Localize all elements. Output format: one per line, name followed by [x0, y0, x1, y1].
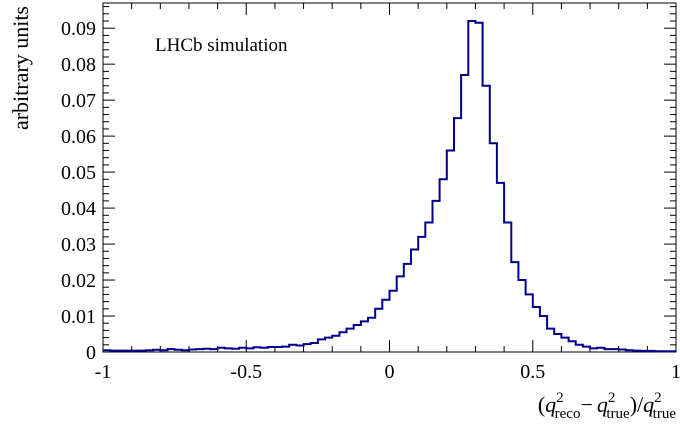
y-axis-title: arbitrary units — [8, 6, 33, 130]
x-tick-label: -0.5 — [230, 361, 262, 383]
x-tick-label: 1 — [671, 361, 680, 383]
y-tick-label: 0.06 — [61, 126, 96, 148]
x-tick-label: 0 — [385, 361, 395, 383]
axis-ticks: -1 -0.5 0 0.5 1 0 0.01 0.02 0.03 0.04 0.05 0.06 0.07… — [61, 3, 680, 383]
y-tick-label: 0.07 — [61, 90, 96, 112]
y-tick-label: 0.02 — [61, 270, 96, 292]
y-tick-label: 0.03 — [61, 234, 96, 256]
y-tick-label: 0.08 — [61, 54, 96, 76]
y-tick-label: 0.01 — [61, 306, 96, 328]
y-tick-label: 0 — [86, 342, 96, 364]
x-axis-title: (q2 reco− q2 true)/q2 true — [538, 390, 677, 422]
y-tick-label: 0.04 — [61, 198, 96, 220]
x-tick-label: -1 — [95, 361, 112, 383]
histogram-line — [103, 20, 676, 353]
x-tick-label: 0.5 — [520, 361, 545, 383]
y-tick-label: 0.09 — [61, 18, 96, 40]
y-tick-label: 0.05 — [61, 162, 96, 184]
lhcb-annotation: LHCb simulation — [155, 35, 288, 56]
